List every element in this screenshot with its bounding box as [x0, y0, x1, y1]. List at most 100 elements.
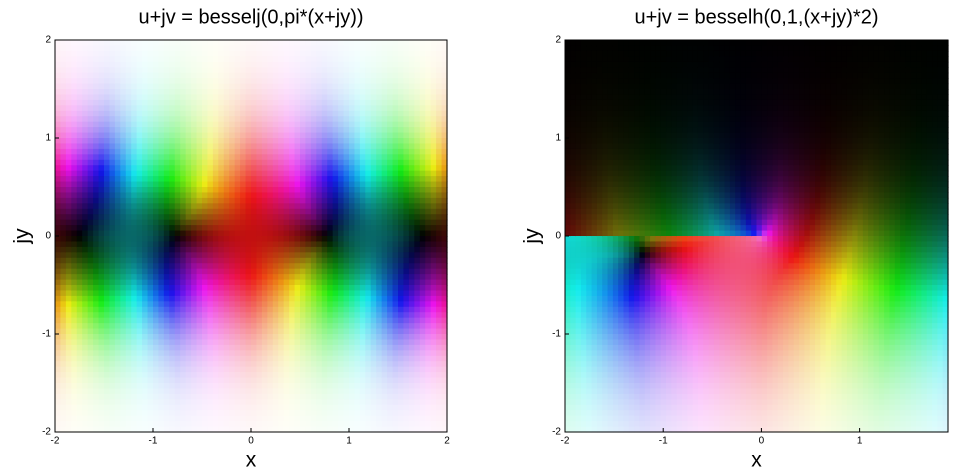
color-cell: [349, 356, 355, 362]
color-cell: [409, 247, 415, 253]
color-cell: [131, 45, 137, 51]
color-cell: [387, 182, 393, 188]
color-cell: [420, 252, 426, 258]
color-cell: [382, 383, 388, 389]
color-cell: [104, 329, 110, 335]
color-cell: [180, 372, 186, 378]
color-cell: [284, 73, 290, 79]
color-cell: [213, 214, 219, 220]
color-cell: [229, 280, 235, 286]
color-cell: [99, 394, 105, 400]
color-cell: [262, 122, 268, 128]
color-cell: [148, 89, 154, 95]
color-cell: [376, 247, 382, 253]
color-cell: [409, 209, 415, 215]
color-cell: [403, 127, 409, 133]
color-cell: [229, 111, 235, 117]
color-cell: [60, 399, 66, 405]
color-cell: [414, 94, 420, 100]
color-cell: [349, 367, 355, 373]
color-cell: [213, 356, 219, 362]
color-cell: [414, 171, 420, 177]
color-cell: [164, 280, 170, 286]
color-cell: [371, 187, 377, 193]
color-cell: [316, 67, 322, 73]
color-cell: [267, 290, 273, 296]
color-cell: [115, 171, 121, 177]
color-cell: [169, 94, 175, 100]
color-cell: [262, 73, 268, 79]
color-cell: [311, 334, 317, 340]
color-cell: [82, 149, 88, 155]
color-cell: [109, 269, 115, 275]
color-cell: [186, 154, 192, 160]
color-cell: [66, 258, 72, 264]
color-cell: [409, 269, 415, 275]
color-cell: [425, 367, 431, 373]
color-cell: [104, 372, 110, 378]
color-cell: [354, 214, 360, 220]
color-cell: [115, 220, 121, 226]
color-cell: [153, 78, 159, 84]
color-cell: [414, 111, 420, 117]
color-cell: [420, 165, 426, 171]
color-cell: [175, 149, 181, 155]
color-cell: [191, 187, 197, 193]
color-cell: [322, 241, 328, 247]
color-cell: [99, 214, 105, 220]
color-cell: [316, 312, 322, 318]
color-cell: [82, 192, 88, 198]
color-cell: [409, 394, 415, 400]
color-cell: [251, 323, 257, 329]
color-cell: [338, 105, 344, 111]
color-cell: [93, 416, 99, 422]
color-cell: [235, 160, 241, 166]
color-cell: [120, 187, 126, 193]
color-cell: [175, 154, 181, 160]
color-cell: [305, 323, 311, 329]
color-cell: [99, 323, 105, 329]
color-cell: [158, 361, 164, 367]
color-cell: [382, 45, 388, 51]
color-cell: [207, 421, 213, 427]
color-cell: [376, 192, 382, 198]
color-cell: [148, 62, 154, 68]
color-cell: [55, 127, 61, 133]
color-cell: [158, 372, 164, 378]
color-cell: [349, 62, 355, 68]
color-cell: [425, 416, 431, 422]
color-cell: [420, 89, 426, 95]
color-cell: [338, 410, 344, 416]
color-cell: [77, 241, 83, 247]
color-cell: [300, 116, 306, 122]
color-cell: [55, 350, 61, 356]
color-cell: [295, 345, 301, 351]
color-cell: [104, 78, 110, 84]
color-cell: [333, 198, 339, 204]
color-cell: [142, 329, 148, 335]
color-cell: [278, 318, 284, 324]
color-cell: [305, 133, 311, 139]
color-cell: [99, 307, 105, 313]
color-cell: [251, 154, 257, 160]
color-cell: [284, 45, 290, 51]
color-cell: [371, 334, 377, 340]
color-cell: [104, 67, 110, 73]
color-cell: [382, 78, 388, 84]
color-cell: [191, 312, 197, 318]
color-cell: [213, 290, 219, 296]
color-cell: [93, 149, 99, 155]
color-cell: [251, 56, 257, 62]
color-cell: [376, 100, 382, 106]
color-cell: [403, 176, 409, 182]
color-cell: [191, 176, 197, 182]
color-cell: [153, 241, 159, 247]
color-cell: [284, 285, 290, 291]
color-cell: [180, 187, 186, 193]
color-cell: [104, 138, 110, 144]
color-cell: [142, 149, 148, 155]
color-cell: [305, 372, 311, 378]
color-cell: [115, 138, 121, 144]
color-cell: [425, 203, 431, 209]
color-cell: [218, 263, 224, 269]
